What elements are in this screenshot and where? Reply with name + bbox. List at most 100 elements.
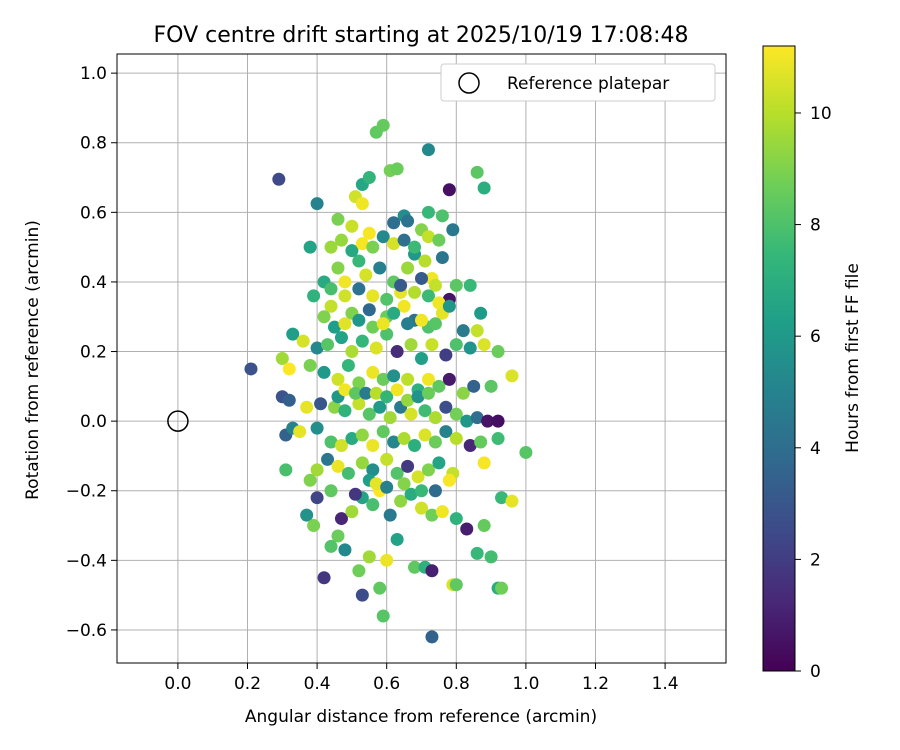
data-point	[296, 334, 310, 348]
data-point	[376, 230, 390, 244]
data-point	[390, 532, 404, 546]
colorbar-tick-label: 8	[810, 216, 821, 236]
data-point	[460, 522, 474, 536]
data-point	[338, 404, 352, 418]
data-point	[282, 393, 296, 407]
data-point	[505, 494, 519, 508]
data-point	[366, 463, 380, 477]
data-point	[366, 439, 380, 452]
data-point	[390, 162, 404, 176]
x-tick-label: 0.0	[164, 674, 191, 694]
data-point	[303, 358, 317, 372]
data-point	[449, 278, 463, 292]
data-point	[411, 390, 425, 404]
data-point	[307, 289, 321, 303]
data-point	[279, 463, 293, 477]
data-point	[359, 386, 373, 400]
data-point	[460, 414, 474, 428]
data-point	[425, 338, 439, 352]
chart-title: FOV centre drift starting at 2025/10/19 …	[154, 23, 689, 48]
data-point	[463, 278, 477, 292]
colorbar-tick-label: 10	[810, 104, 832, 124]
data-point	[390, 345, 404, 359]
data-point	[310, 491, 324, 505]
data-point	[310, 421, 324, 435]
data-point	[442, 372, 456, 386]
data-point	[415, 313, 428, 327]
data-point	[376, 118, 390, 132]
legend-marker-reference	[458, 72, 480, 94]
data-point	[428, 435, 442, 449]
data-point	[449, 407, 463, 421]
data-point	[421, 386, 435, 400]
data-point	[470, 324, 484, 338]
data-point	[331, 212, 345, 226]
data-point	[418, 404, 432, 418]
data-point	[331, 459, 345, 473]
data-point	[373, 581, 387, 595]
data-point	[362, 303, 376, 317]
data-point	[348, 487, 362, 501]
data-point	[376, 425, 390, 439]
x-tick-label: 0.4	[304, 674, 331, 694]
data-point	[415, 484, 428, 498]
data-point	[272, 172, 286, 186]
data-point	[334, 233, 348, 247]
data-point	[328, 400, 341, 414]
data-point	[404, 487, 418, 501]
data-point	[428, 278, 442, 292]
colorbar-tick-label: 2	[810, 550, 821, 570]
data-point	[293, 425, 307, 439]
data-point	[432, 233, 446, 247]
data-point	[366, 498, 380, 512]
colorbar-bar	[762, 45, 796, 672]
data-point	[345, 432, 359, 446]
data-point	[435, 251, 449, 265]
data-point	[362, 171, 376, 185]
data-point	[275, 352, 289, 365]
colorbar: 0 2 4 6 8 10	[762, 45, 832, 682]
data-point	[421, 205, 435, 219]
x-tick-label: 0.8	[443, 674, 470, 694]
data-point	[408, 285, 422, 299]
data-point	[345, 219, 359, 233]
data-point	[355, 197, 369, 211]
data-point	[404, 338, 418, 352]
data-point	[387, 306, 401, 320]
data-point	[380, 553, 394, 567]
data-point	[470, 165, 484, 179]
data-point	[435, 505, 449, 519]
data-point	[484, 379, 498, 393]
data-point	[491, 414, 505, 428]
data-point	[477, 519, 491, 533]
data-point	[401, 459, 415, 473]
data-point	[321, 338, 335, 352]
data-point	[463, 439, 477, 452]
data-point	[411, 470, 425, 484]
data-point	[421, 143, 435, 157]
data-point	[331, 529, 345, 543]
data-point	[373, 400, 387, 414]
data-point	[442, 183, 456, 197]
plot-frame	[116, 53, 727, 664]
data-point	[324, 299, 338, 313]
y-tick-label: 1.0	[80, 64, 107, 84]
data-point	[300, 400, 314, 414]
data-point	[421, 230, 435, 244]
data-point	[408, 439, 422, 452]
colorbar-tick-label: 0	[810, 662, 821, 682]
data-point	[355, 428, 369, 442]
data-point	[484, 550, 498, 564]
data-point	[505, 369, 519, 383]
data-point	[366, 240, 380, 254]
data-point	[352, 282, 366, 296]
data-point	[428, 317, 442, 331]
data-point	[362, 407, 376, 421]
data-point	[345, 345, 359, 359]
colorbar-tick-label: 6	[810, 327, 821, 347]
data-point	[401, 393, 415, 407]
reference-platepar-marker	[167, 410, 189, 432]
data-points	[167, 118, 533, 644]
data-point	[432, 456, 446, 470]
x-tick-label: 1.4	[652, 674, 679, 694]
